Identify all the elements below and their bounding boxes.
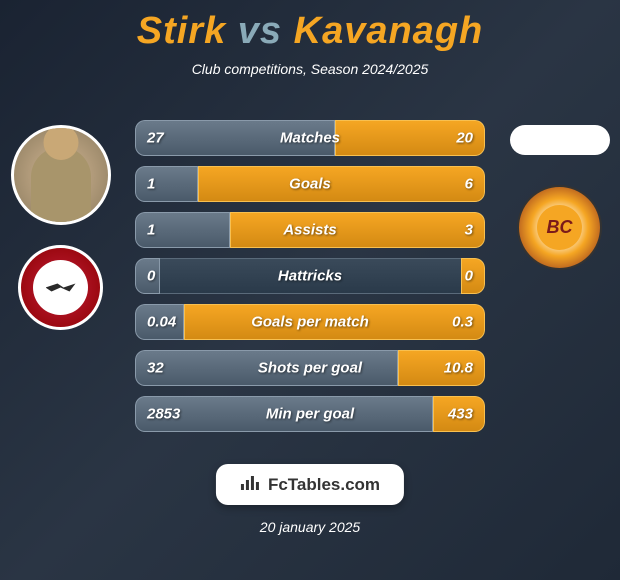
vs-text: vs xyxy=(238,10,282,52)
chart-icon xyxy=(240,474,260,495)
right-column: BC xyxy=(507,125,612,270)
stat-row: 2853 Min per goal 433 xyxy=(135,396,485,432)
stat-row: 0 Hattricks 0 xyxy=(135,258,485,294)
stat-value-left: 27 xyxy=(147,130,164,147)
stats-container: 27 Matches 20 1 Goals 6 1 Assists 3 0 Hattricks 0 0.… xyxy=(135,120,485,442)
stat-value-left: 0.04 xyxy=(147,314,176,331)
club1-badge xyxy=(18,245,103,330)
stat-label: Goals xyxy=(289,176,331,193)
stat-row: 32 Shots per goal 10.8 xyxy=(135,350,485,386)
stat-bar-right xyxy=(230,212,486,248)
subtitle: Club competitions, Season 2024/2025 xyxy=(0,61,620,77)
stat-row: 1 Assists 3 xyxy=(135,212,485,248)
stat-value-right: 6 xyxy=(465,176,473,193)
stat-value-left: 1 xyxy=(147,222,155,239)
stat-value-left: 2853 xyxy=(147,406,180,423)
stat-value-left: 1 xyxy=(147,176,155,193)
stat-row: 27 Matches 20 xyxy=(135,120,485,156)
left-column xyxy=(8,125,113,330)
player2-placeholder xyxy=(510,125,610,155)
stat-value-left: 32 xyxy=(147,360,164,377)
stat-value-right: 0 xyxy=(465,268,473,285)
stat-value-right: 0.3 xyxy=(452,314,473,331)
player1-avatar xyxy=(11,125,111,225)
stat-bar-left xyxy=(135,166,198,202)
stat-label: Min per goal xyxy=(266,406,354,423)
player2-name: Kavanagh xyxy=(294,10,484,52)
stat-label: Shots per goal xyxy=(258,360,362,377)
stat-label: Goals per match xyxy=(251,314,369,331)
stat-row: 0.04 Goals per match 0.3 xyxy=(135,304,485,340)
stat-row: 1 Goals 6 xyxy=(135,166,485,202)
swift-icon xyxy=(46,278,76,298)
stat-value-right: 433 xyxy=(448,406,473,423)
stat-label: Matches xyxy=(280,130,340,147)
footer-date: 20 january 2025 xyxy=(260,519,360,535)
player1-name: Stirk xyxy=(137,10,226,52)
page-title: Stirk vs Kavanagh xyxy=(0,0,620,53)
stat-value-right: 20 xyxy=(456,130,473,147)
stat-label: Assists xyxy=(283,222,336,239)
brand-logo[interactable]: FcTables.com xyxy=(216,464,404,505)
stat-value-right: 10.8 xyxy=(444,360,473,377)
bradford-bc-icon: BC xyxy=(537,205,582,250)
stat-bar-right xyxy=(198,166,485,202)
stat-value-right: 3 xyxy=(465,222,473,239)
club2-badge: BC xyxy=(517,185,602,270)
brand-text: FcTables.com xyxy=(268,475,380,495)
stat-label: Hattricks xyxy=(278,268,342,285)
stat-value-left: 0 xyxy=(147,268,155,285)
